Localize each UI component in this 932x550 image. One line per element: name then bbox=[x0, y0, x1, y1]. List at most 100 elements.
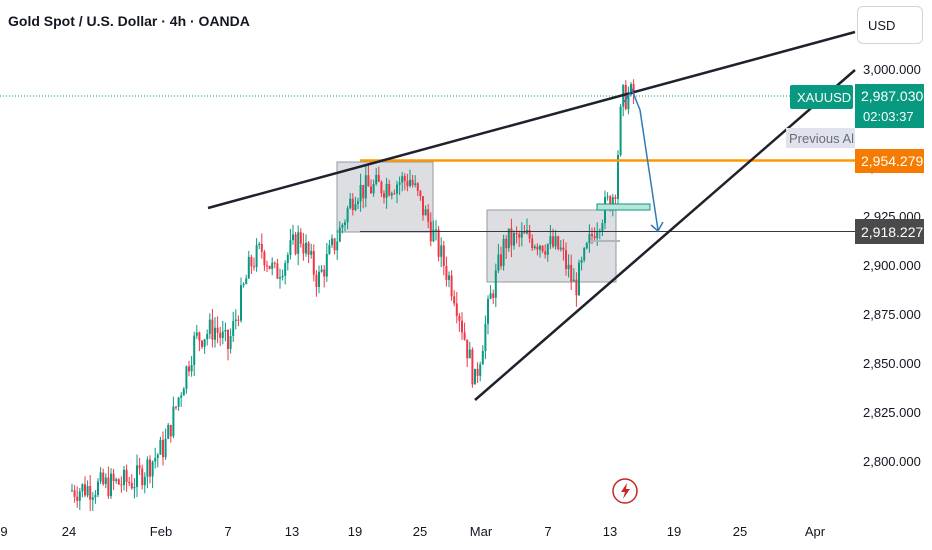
time-tick-label: Feb bbox=[150, 524, 172, 539]
price-tick-label: 2,850.000 bbox=[863, 356, 921, 371]
price-tick-label: 2,800.000 bbox=[863, 454, 921, 469]
previous-label-text: Previous Al bbox=[789, 131, 854, 146]
candle-down bbox=[575, 279, 578, 296]
candle-up bbox=[320, 269, 323, 272]
candle-down bbox=[333, 238, 336, 251]
candle-up bbox=[520, 231, 523, 238]
candle-up bbox=[115, 479, 118, 482]
candle-down bbox=[557, 236, 560, 250]
candle-up bbox=[549, 236, 552, 245]
candle-up bbox=[289, 240, 292, 255]
candle-up bbox=[271, 262, 274, 269]
candle-down bbox=[531, 238, 534, 249]
lower-trendline bbox=[474, 69, 856, 401]
time-tick-label: 13 bbox=[603, 524, 617, 539]
candle-down bbox=[102, 472, 105, 485]
candle-up bbox=[245, 278, 248, 285]
candle-up bbox=[481, 350, 484, 365]
candle-up bbox=[97, 481, 99, 496]
candle-down bbox=[84, 484, 86, 496]
candle-down bbox=[614, 197, 617, 199]
candle-down bbox=[211, 319, 214, 340]
candle-down bbox=[128, 481, 131, 483]
candle-down bbox=[201, 340, 203, 347]
candle-up bbox=[585, 243, 588, 249]
symbol-badge: XAUUSD bbox=[790, 85, 853, 109]
candle-up bbox=[349, 198, 352, 209]
candle-up bbox=[279, 277, 281, 279]
candle-up bbox=[487, 298, 489, 324]
candle-down bbox=[471, 349, 474, 385]
candle-down bbox=[120, 484, 123, 486]
target-zone-marker bbox=[596, 203, 651, 211]
time-tick-label: 25 bbox=[733, 524, 747, 539]
candle-up bbox=[341, 224, 344, 228]
candle-up bbox=[81, 484, 84, 492]
resistance-price-text: 2,954.279 bbox=[861, 153, 923, 169]
candle-up bbox=[156, 454, 159, 459]
candle-down bbox=[263, 251, 266, 266]
time-tick-label: 9 bbox=[0, 524, 7, 539]
candle-up bbox=[232, 320, 235, 337]
candle-up bbox=[424, 209, 427, 216]
upper-trendline bbox=[207, 30, 856, 210]
candle-down bbox=[370, 186, 372, 194]
candle-up bbox=[539, 245, 541, 250]
candle-up bbox=[190, 364, 193, 372]
candle-up bbox=[71, 490, 73, 492]
crosshair-price-badge: 2,918.227 bbox=[855, 219, 924, 244]
candle-down bbox=[323, 269, 326, 277]
candle-up bbox=[497, 254, 500, 271]
candle-up bbox=[172, 406, 175, 437]
candle-up bbox=[401, 176, 404, 183]
candle-up bbox=[305, 242, 307, 254]
candle-down bbox=[455, 303, 458, 316]
candle-up bbox=[78, 491, 81, 501]
time-tick-label: 7 bbox=[224, 524, 231, 539]
candle-up bbox=[123, 469, 125, 486]
candle-up bbox=[385, 183, 388, 198]
candle-down bbox=[141, 468, 144, 486]
lightning-icon[interactable] bbox=[612, 478, 638, 504]
candle-down bbox=[250, 256, 253, 267]
candle-down bbox=[383, 193, 385, 198]
candle-up bbox=[91, 497, 94, 500]
candle-up bbox=[372, 184, 375, 194]
candle-down bbox=[624, 85, 627, 110]
candle-down bbox=[260, 243, 263, 252]
candle-down bbox=[562, 247, 565, 251]
candle-down bbox=[544, 251, 547, 255]
candle-up bbox=[214, 327, 216, 340]
time-tick-label: 7 bbox=[544, 524, 551, 539]
candle-up bbox=[336, 241, 339, 251]
candle-up bbox=[619, 106, 622, 155]
previous-label-badge: Previous Al bbox=[786, 128, 855, 148]
candle-up bbox=[99, 472, 102, 482]
chart-title: Gold Spot / U.S. Dollar · 4h · OANDA bbox=[8, 13, 250, 29]
candle-up bbox=[297, 232, 300, 254]
currency-button[interactable]: USD bbox=[857, 6, 923, 44]
candle-up bbox=[375, 174, 378, 185]
candle-up bbox=[572, 279, 575, 282]
candle-up bbox=[159, 439, 162, 455]
candle-down bbox=[268, 265, 271, 269]
candle-up bbox=[325, 253, 328, 277]
candle-down bbox=[169, 424, 172, 437]
price-tick-label: 3,000.000 bbox=[863, 62, 921, 77]
price-tick-label: 2,875.000 bbox=[863, 307, 921, 322]
candle-down bbox=[552, 236, 554, 247]
candle-down bbox=[463, 332, 466, 340]
candle-up bbox=[154, 458, 157, 462]
candle-up bbox=[133, 486, 136, 489]
candle-up bbox=[627, 94, 630, 110]
candle-up bbox=[193, 335, 196, 365]
candle-up bbox=[206, 333, 209, 340]
candle-up bbox=[588, 233, 591, 244]
candle-down bbox=[500, 254, 502, 267]
candle-up bbox=[224, 329, 227, 332]
candle-down bbox=[253, 266, 255, 268]
projection-path bbox=[623, 88, 659, 231]
candle-up bbox=[143, 476, 146, 486]
candle-down bbox=[393, 193, 396, 195]
